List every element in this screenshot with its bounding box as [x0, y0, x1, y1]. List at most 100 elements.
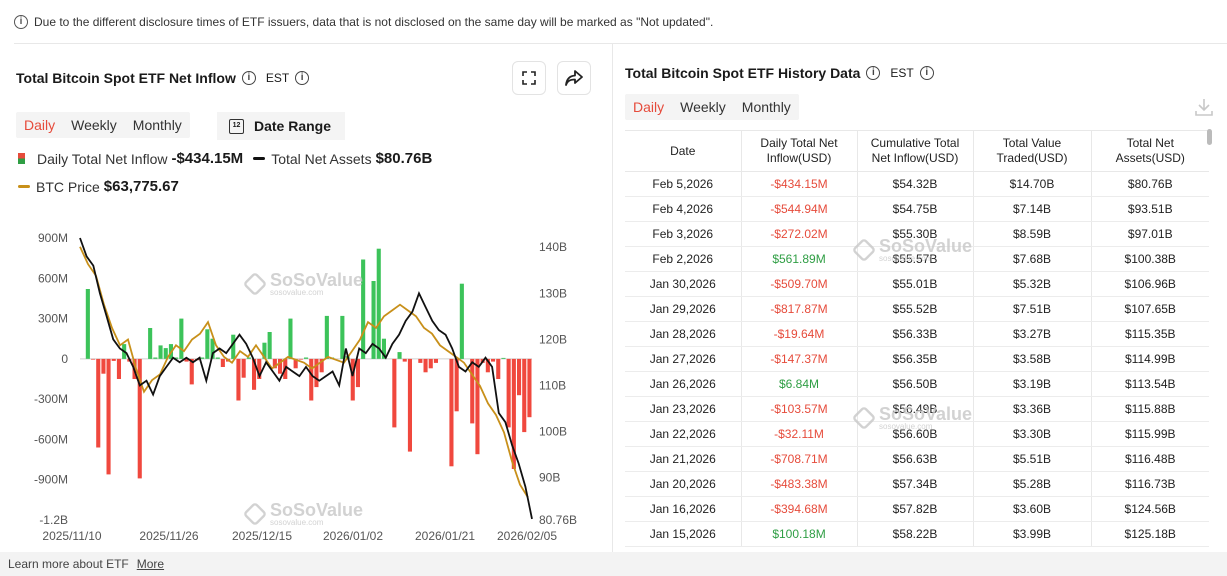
footer-text: Learn more about ETF — [8, 557, 129, 571]
table-scrollbar[interactable] — [1207, 129, 1212, 145]
table-cell: $56.60B — [856, 421, 973, 447]
btc-price-line — [79, 246, 529, 498]
table-row[interactable]: Jan 21,2026 -$708.71M $56.63B $5.51B $116.48… — [625, 446, 1209, 472]
inflow-bar — [288, 318, 293, 359]
history-data-panel: Total Bitcoin Spot ETF History Data i ES… — [625, 44, 1215, 552]
inflow-bar — [376, 248, 381, 359]
column-header: Cumulative Total Net Inflow(USD) — [856, 130, 973, 172]
history-table-container[interactable]: Date Daily Total Net Inflow(USD) Cumulative… — [625, 130, 1209, 552]
table-row[interactable]: Jan 27,2026 -$147.37M $56.35B $3.58B $114.99… — [625, 346, 1209, 372]
table-row[interactable]: Feb 3,2026 -$272.02M $55.30B $8.59B $97.01B — [625, 221, 1209, 247]
table-cell: $561.89M — [740, 246, 857, 272]
inflow-bar — [179, 318, 184, 359]
inflow-swatch — [18, 153, 25, 164]
table-cell: Jan 22,2026 — [625, 421, 741, 447]
table-cell: Feb 4,2026 — [625, 196, 741, 222]
inflow-bar — [506, 358, 511, 428]
table-cell: -$544.94M — [740, 196, 857, 222]
y-axis-left-tick-label: 300M — [38, 312, 68, 326]
table-cell: -$483.38M — [740, 471, 857, 497]
info-icon[interactable]: i — [866, 66, 881, 80]
timezone-info-icon[interactable]: i — [295, 71, 310, 85]
table-body: Feb 5,2026 -$434.15M $54.32B $14.70B $80.76B… — [625, 171, 1209, 547]
x-axis-tick-label: 2026/01/02 — [323, 529, 383, 543]
table-cell: $55.01B — [856, 271, 973, 297]
table-header-row: Date Daily Total Net Inflow(USD) Cumulative… — [625, 130, 1209, 172]
download-icon[interactable] — [1193, 96, 1215, 118]
legend-row-1: Daily Total Net Inflow -$434.15M Total N… — [18, 150, 432, 167]
inflow-bar — [459, 283, 464, 359]
inflow-bar — [111, 358, 116, 361]
inflow-bar — [96, 358, 101, 448]
info-icon[interactable]: i — [241, 71, 256, 85]
share-button[interactable] — [557, 61, 591, 95]
inflow-bar — [278, 358, 283, 374]
table-row[interactable]: Feb 5,2026 -$434.15M $54.32B $14.70B $80.76B — [625, 171, 1209, 197]
inflow-bar — [241, 358, 246, 378]
table-row[interactable]: Jan 23,2026 -$103.57M $56.49B $3.36B $115.88… — [625, 396, 1209, 422]
table-row[interactable]: Feb 4,2026 -$544.94M $54.75B $7.14B $93.51B — [625, 196, 1209, 222]
column-header: Total Net Assets(USD) — [1090, 130, 1209, 172]
table-cell: Jan 16,2026 — [625, 496, 741, 522]
inflow-bar — [205, 329, 210, 359]
inflow-bar — [252, 358, 257, 390]
inflow-bar — [517, 358, 522, 396]
inflow-bar — [231, 334, 236, 359]
tab-daily[interactable]: Daily — [24, 117, 56, 133]
info-icon: i — [14, 14, 28, 29]
tab-daily[interactable]: Daily — [633, 99, 665, 115]
table-cell: Jan 23,2026 — [625, 396, 741, 422]
legend-row-2: BTC Price $63,775.67 — [18, 178, 179, 195]
table-cell: $3.30B — [972, 421, 1091, 447]
inflow-bar — [262, 342, 267, 359]
inflow-bar — [527, 358, 532, 418]
table-row[interactable]: Feb 2,2026 $561.89M $55.57B $7.68B $100.38B — [625, 246, 1209, 272]
table-row[interactable]: Jan 26,2026 $6.84M $56.50B $3.19B $113.54B — [625, 371, 1209, 397]
inflow-bar — [220, 358, 225, 367]
tab-weekly[interactable]: Weekly — [680, 99, 726, 115]
table-cell: $3.99B — [972, 521, 1091, 547]
date-range-button[interactable]: 12 Date Range — [217, 112, 345, 140]
table-row[interactable]: Jan 15,2026 $100.18M $58.22B $3.99B $125.18B — [625, 521, 1209, 547]
table-cell: $3.36B — [972, 396, 1091, 422]
x-axis-tick-label: 2026/01/21 — [415, 529, 475, 543]
history-period-tabs: Daily Weekly Monthly — [625, 94, 799, 120]
table-cell: $5.28B — [972, 471, 1091, 497]
table-cell: $6.84M — [740, 371, 857, 397]
legend-inflow-value: -$434.15M — [171, 150, 244, 167]
more-link[interactable]: More — [136, 557, 165, 571]
inflow-bar — [304, 357, 309, 359]
tab-monthly[interactable]: Monthly — [741, 99, 791, 115]
table-row[interactable]: Jan 29,2026 -$817.87M $55.52B $7.51B $107.65… — [625, 296, 1209, 322]
table-cell: $106.96B — [1090, 271, 1209, 297]
fullscreen-button[interactable] — [512, 61, 546, 95]
table-row[interactable]: Jan 16,2026 -$394.68M $57.82B $3.60B $124.56… — [625, 496, 1209, 522]
share-icon — [565, 70, 583, 86]
table-cell: $57.82B — [856, 496, 973, 522]
x-axis-tick-label: 2025/12/15 — [232, 529, 292, 543]
table-row[interactable]: Jan 28,2026 -$19.64M $56.33B $3.27B $115.35B — [625, 321, 1209, 347]
table-cell: $7.68B — [972, 246, 1091, 272]
tab-monthly[interactable]: Monthly — [132, 117, 182, 133]
column-header: Total Value Traded(USD) — [972, 130, 1091, 172]
table-row[interactable]: Jan 30,2026 -$509.70M $55.01B $5.32B $106.96… — [625, 271, 1209, 297]
inflow-bar — [189, 358, 194, 385]
table-cell: $55.57B — [856, 246, 973, 272]
timezone-info-icon[interactable]: i — [919, 66, 934, 80]
tab-weekly[interactable]: Weekly — [71, 117, 117, 133]
table-cell: $116.48B — [1090, 446, 1209, 472]
inflow-bar — [485, 358, 490, 373]
inflow-bar — [236, 358, 241, 401]
expand-icon — [522, 71, 536, 85]
inflow-bar — [361, 259, 366, 359]
table-cell: Feb 3,2026 — [625, 221, 741, 247]
y-axis-left-tick-label: -300M — [34, 392, 68, 406]
history-title: Total Bitcoin Spot ETF History Data i ES… — [625, 65, 934, 81]
table-row[interactable]: Jan 20,2026 -$483.38M $57.34B $5.28B $116.73… — [625, 471, 1209, 497]
table-cell: $114.99B — [1090, 346, 1209, 372]
table-row[interactable]: Jan 22,2026 -$32.11M $56.60B $3.30B $115.99B — [625, 421, 1209, 447]
table-cell: -$147.37M — [740, 346, 857, 372]
table-cell: $56.49B — [856, 396, 973, 422]
inflow-bar — [491, 358, 496, 362]
y-axis-right-tick-label: 110B — [539, 378, 566, 392]
